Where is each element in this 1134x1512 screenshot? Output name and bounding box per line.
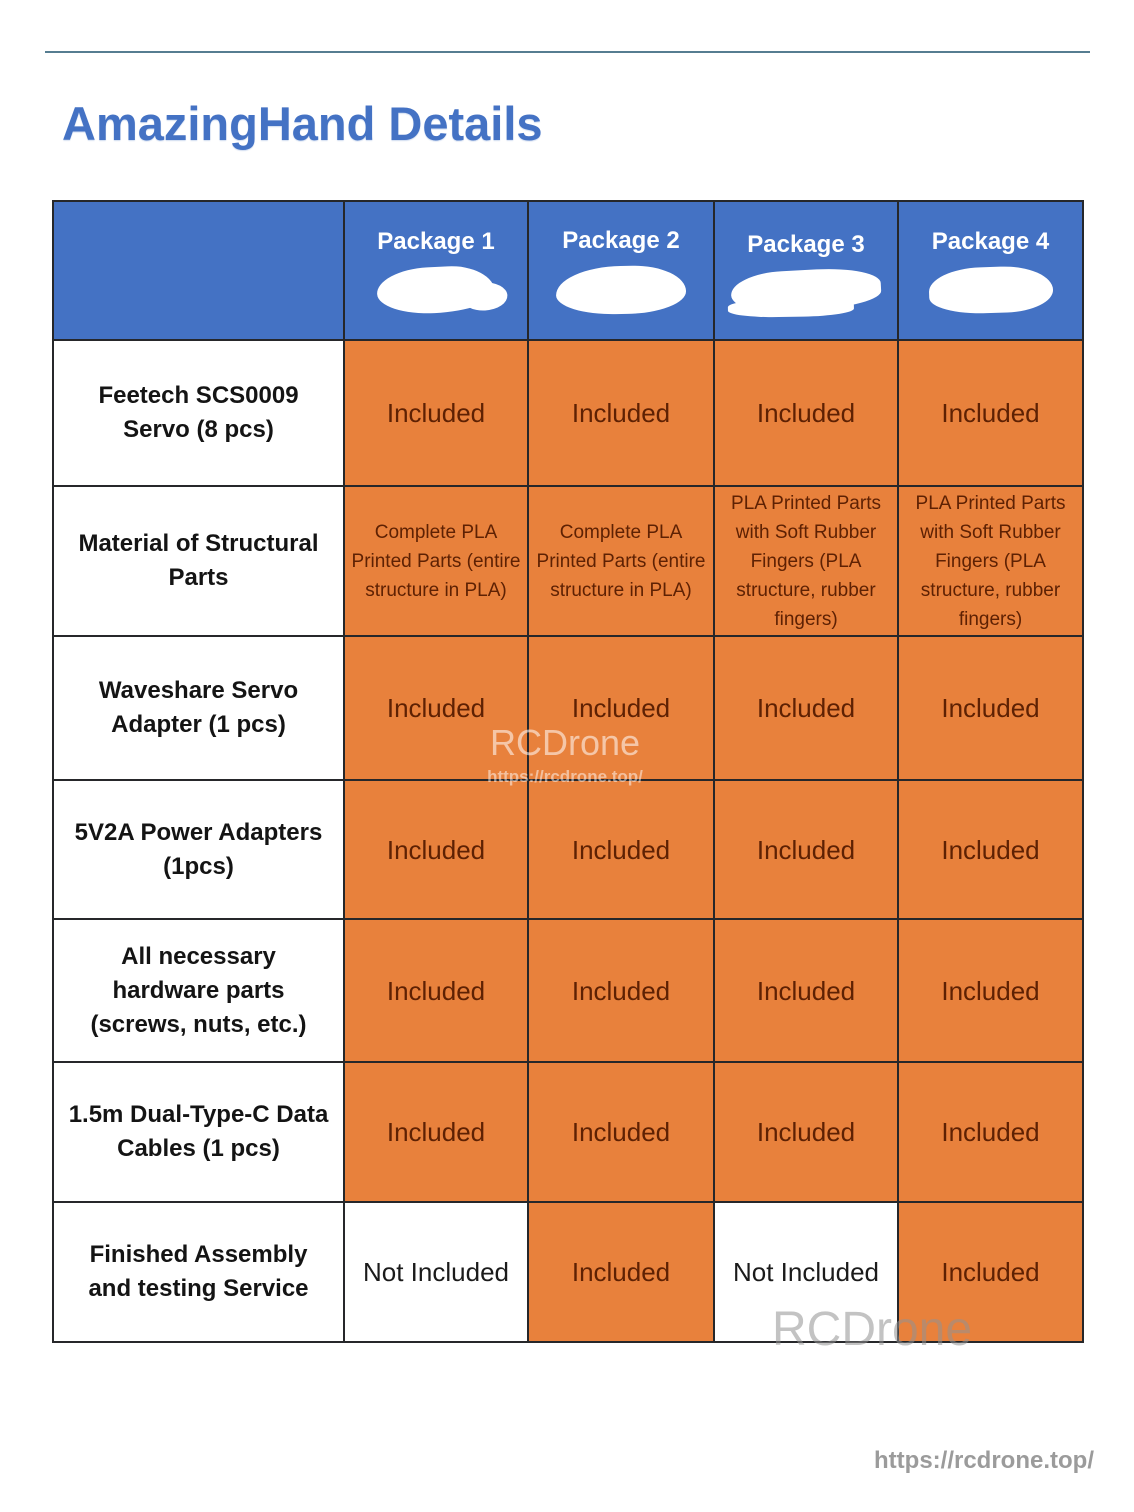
table-cell: Included: [345, 781, 529, 920]
column-header-label: Package 4: [931, 228, 1050, 255]
table-cell: Included: [715, 781, 899, 920]
table-cell: Included: [899, 1203, 1084, 1343]
table-cell: Included: [345, 1063, 529, 1203]
table-cell: Included: [715, 1063, 899, 1203]
table-cell: Complete PLA Printed Parts (entire struc…: [529, 487, 715, 637]
row-label-servo-adapter: Waveshare Servo Adapter (1 pcs): [54, 637, 345, 781]
table-cell: Not Included: [715, 1203, 899, 1343]
column-header-label: Package 1: [377, 228, 495, 255]
table-cell: Included: [899, 781, 1084, 920]
price-redaction-scribble: [375, 263, 497, 317]
footer-site-url: https://rcdrone.top/: [874, 1447, 1094, 1474]
table-cell: Included: [529, 1203, 715, 1343]
row-label-power-adapter: 5V2A Power Adapters (1pcs): [54, 781, 345, 920]
table-cell: Included: [715, 637, 899, 781]
table-cell: Not Included: [345, 1203, 529, 1343]
row-label-assembly-service: Finished Assembly and testing Service: [54, 1203, 345, 1343]
column-header-package-1: Package 1: [345, 202, 529, 341]
column-header-label: Package 2: [562, 227, 680, 254]
table-cell: Included: [899, 341, 1084, 487]
table-cell: Included: [345, 920, 529, 1063]
table-cell: PLA Printed Parts with Soft Rubber Finge…: [899, 487, 1084, 637]
column-header-package-3: Package 3: [715, 202, 899, 341]
table-cell: Included: [529, 781, 715, 920]
table-cell: Included: [529, 341, 715, 487]
table-cell: Included: [529, 920, 715, 1063]
table-cell: Included: [345, 637, 529, 781]
row-label-feetech-servo: Feetech SCS0009 Servo (8 pcs): [54, 341, 345, 487]
price-redaction-scribble: [730, 266, 882, 314]
table-cell: Included: [715, 341, 899, 487]
row-label-material: Material of Structural Parts: [54, 487, 345, 637]
table-cell: Included: [529, 637, 715, 781]
column-header-package-4: Package 4: [899, 202, 1084, 341]
column-header-label: Package 3: [747, 231, 865, 258]
row-label-data-cables: 1.5m Dual-Type-C Data Cables (1 pcs): [54, 1063, 345, 1203]
top-divider-line: [45, 51, 1090, 53]
table-cell: Included: [899, 637, 1084, 781]
page-title: AmazingHand Details: [62, 97, 543, 150]
table-corner-cell: [54, 202, 345, 341]
table-cell: PLA Printed Parts with Soft Rubber Finge…: [715, 487, 899, 637]
table-cell: Included: [345, 341, 529, 487]
table-cell: Included: [715, 920, 899, 1063]
price-redaction-scribble: [555, 264, 687, 316]
package-comparison-table: Package 1 Package 2 Package 3 Package 4 …: [52, 200, 1084, 1343]
table-cell: Included: [529, 1063, 715, 1203]
row-label-hardware-parts: All necessary hardware parts (screws, nu…: [54, 920, 345, 1063]
table-cell: Complete PLA Printed Parts (entire struc…: [345, 487, 529, 637]
price-redaction-scribble: [927, 264, 1054, 316]
column-header-package-2: Package 2: [529, 202, 715, 341]
table-cell: Included: [899, 1063, 1084, 1203]
table-cell: Included: [899, 920, 1084, 1063]
